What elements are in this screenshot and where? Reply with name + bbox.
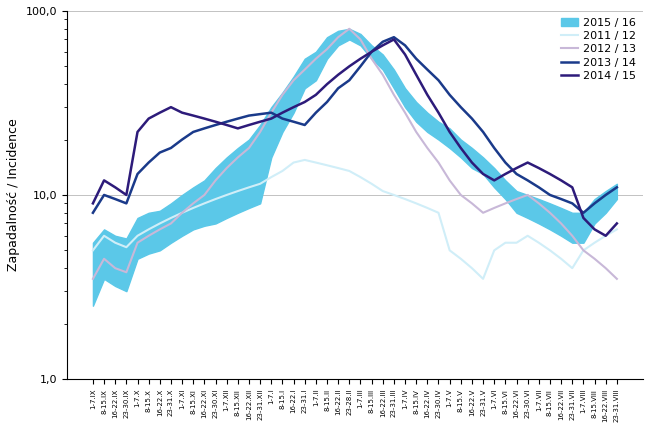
Y-axis label: Zapadalność / Incidence: Zapadalność / Incidence: [7, 118, 20, 271]
Legend: 2015 / 16, 2011 / 12, 2012 / 13, 2013 / 14, 2014 / 15: 2015 / 16, 2011 / 12, 2012 / 13, 2013 / …: [556, 13, 641, 85]
